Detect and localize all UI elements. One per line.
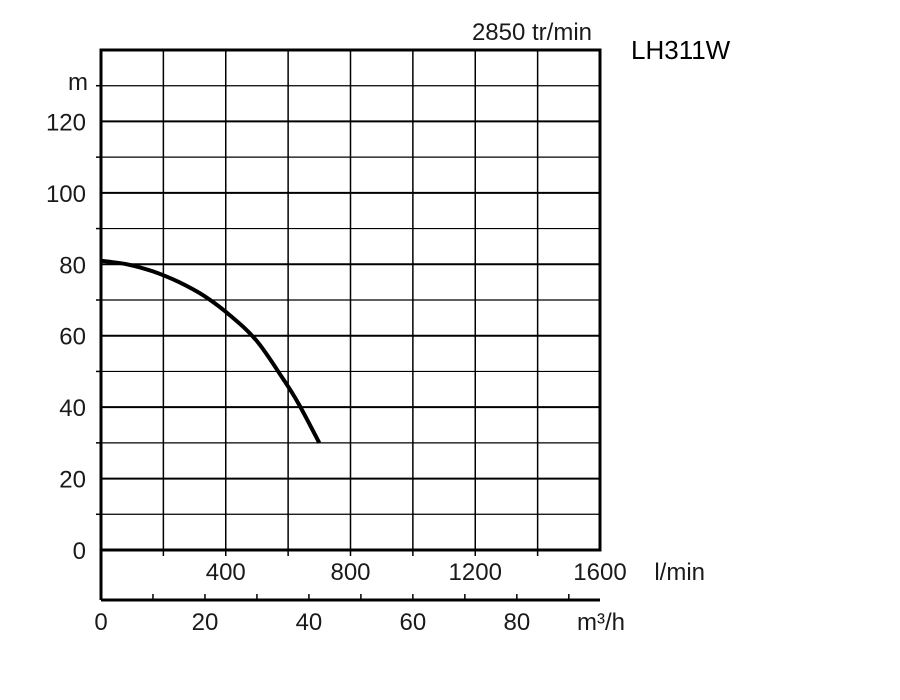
y-tick-label: 120 xyxy=(46,109,86,136)
x-tick-label-m3h: 0 xyxy=(94,609,107,636)
y-tick-label: 60 xyxy=(59,324,86,351)
x-tick-label-m3h: 40 xyxy=(296,609,323,636)
x-tick-label-m3h: 60 xyxy=(400,609,427,636)
grid xyxy=(101,50,600,550)
axes xyxy=(96,48,602,602)
x-tick-label-lpm: 400 xyxy=(206,559,246,586)
pump-curve-line xyxy=(100,258,322,444)
x-tick-label-lpm: 1200 xyxy=(449,559,502,586)
y-tick-label: 0 xyxy=(73,538,86,565)
x-tick-label-m3h: 20 xyxy=(192,609,219,636)
x-tick-label-m3h: 80 xyxy=(503,609,530,636)
x-tick-label-lpm: 1600 xyxy=(573,559,626,586)
tick-labels: 0 20 40 60 80 100 120 400 800 1200 1600 0 20 40 60 80 xyxy=(46,109,627,636)
y-tick-label: 80 xyxy=(59,252,86,279)
y-tick-label: 100 xyxy=(46,181,86,208)
curve-layer xyxy=(100,258,322,444)
speed-label: 2850 tr/min xyxy=(472,19,592,46)
x-axis-label-lpm: l/min xyxy=(654,559,705,586)
x-axis-label-m3h: m³/h xyxy=(577,609,625,636)
x-tick-label-lpm: 800 xyxy=(330,559,370,586)
y-tick-label: 20 xyxy=(59,467,86,494)
y-axis-label: m xyxy=(68,69,88,96)
chart-title: LH311W xyxy=(631,35,731,65)
y-tick-label: 40 xyxy=(59,395,86,422)
